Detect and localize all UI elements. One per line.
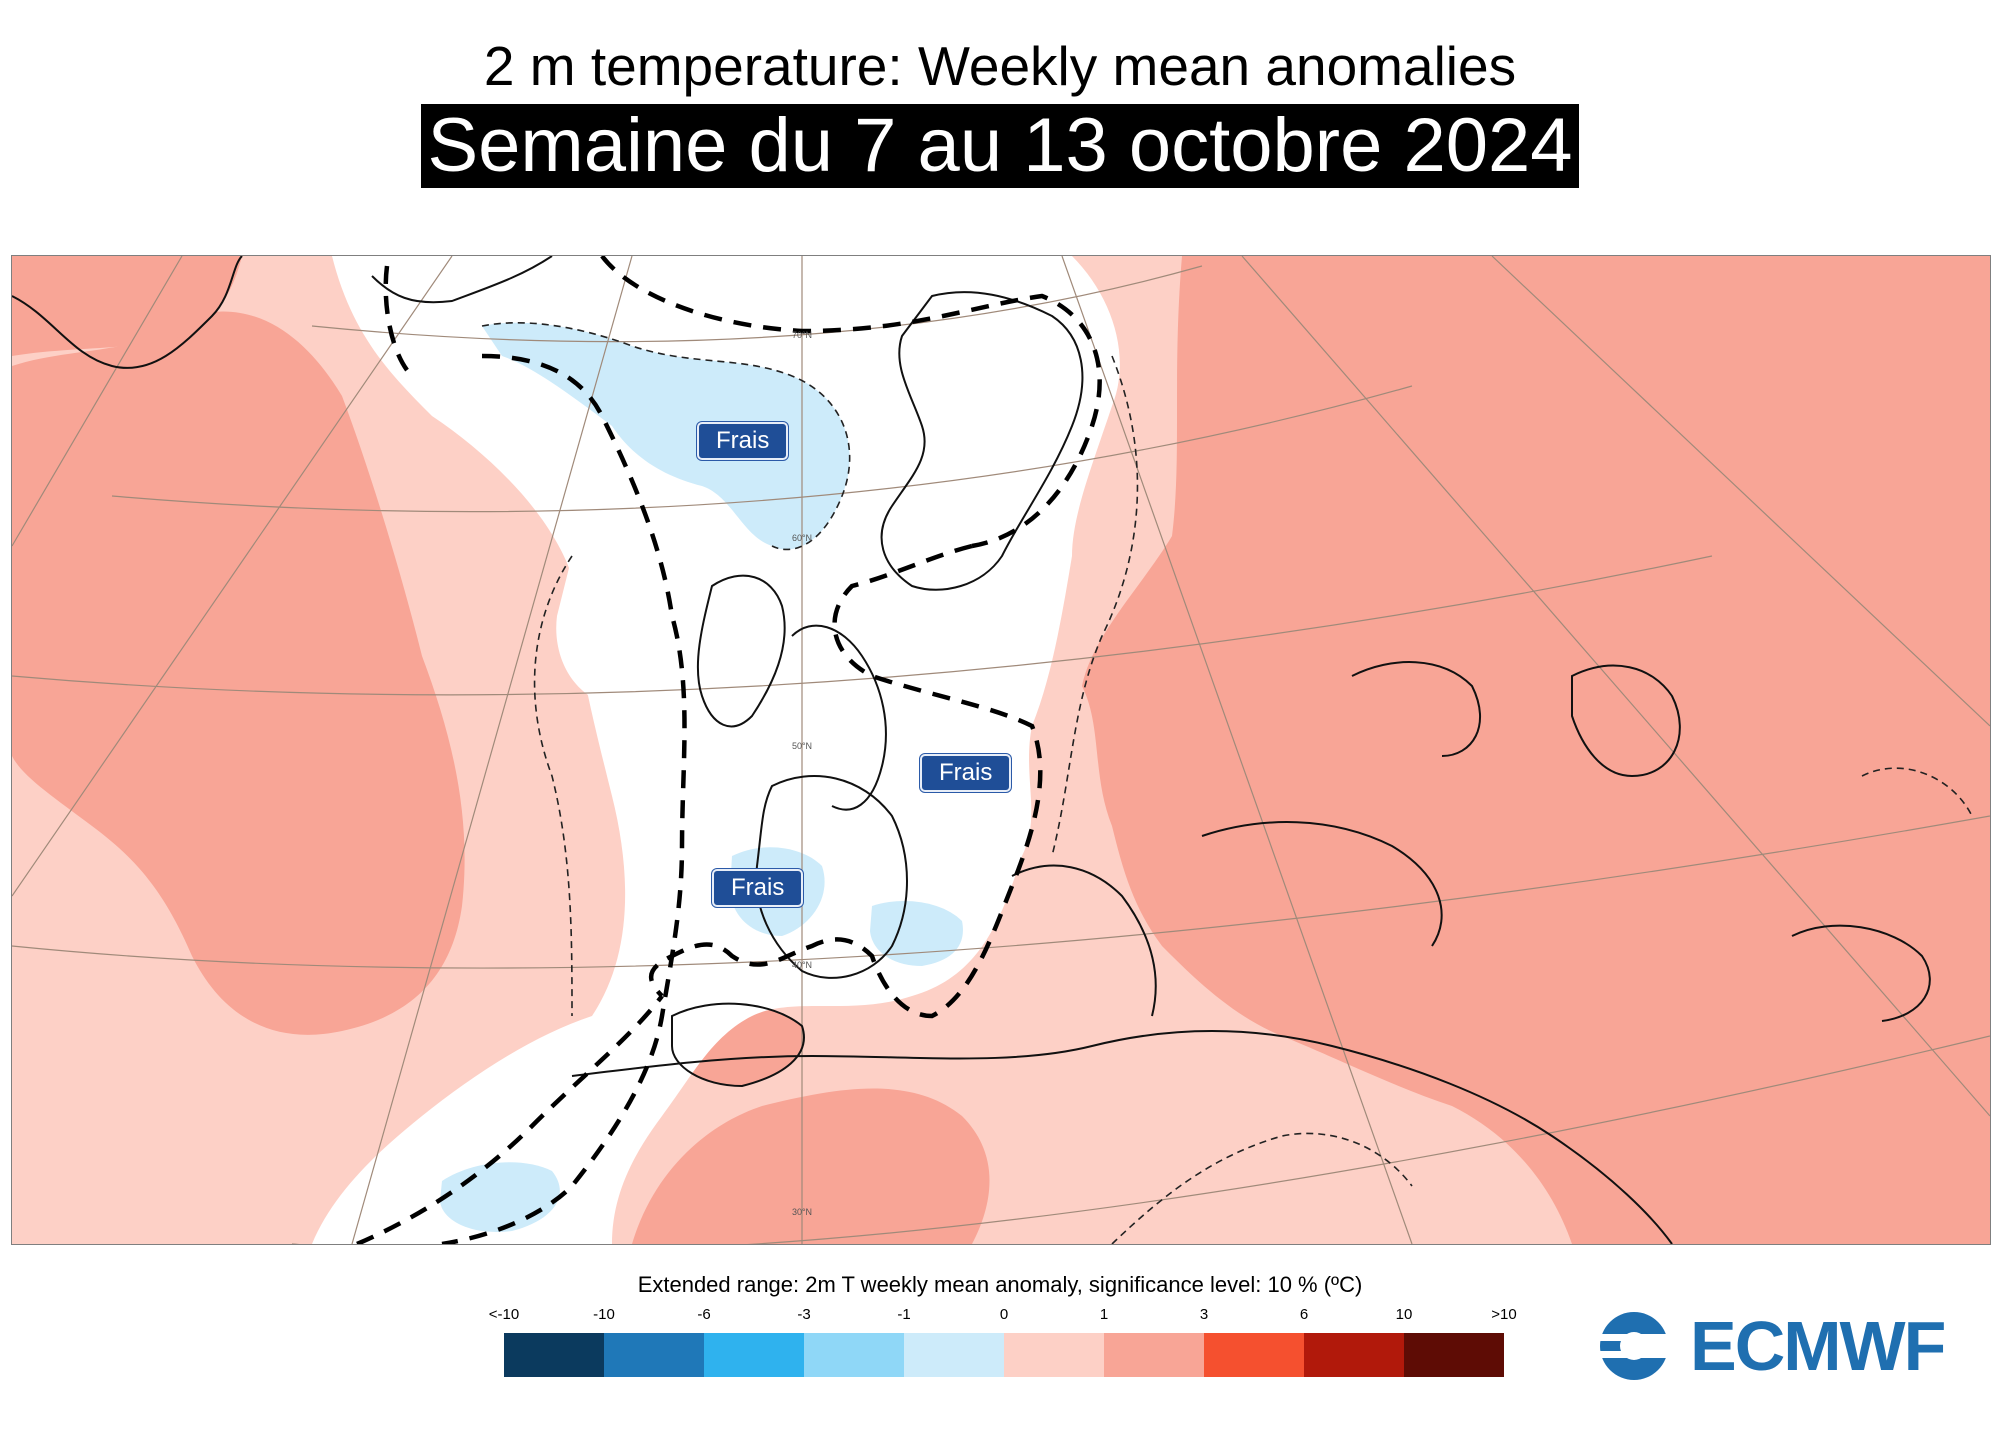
- warm-area-greenland: [12, 256, 242, 356]
- coastlines: [12, 256, 1931, 1244]
- lat-label-70: 70°N: [792, 330, 812, 340]
- legend-tick-label: 0: [999, 1306, 1009, 1323]
- legend-tick-label: 10: [1395, 1306, 1413, 1323]
- warm-area-north-africa: [632, 1088, 990, 1244]
- graticule: [12, 256, 1990, 1244]
- chart-subtitle: Semaine du 7 au 13 octobre 2024: [421, 104, 1579, 188]
- lat-label-60: 60°N: [792, 533, 812, 543]
- ecmwf-logo-text: ECMWF: [1690, 1307, 1946, 1385]
- legend-tick-label: -6: [697, 1306, 711, 1323]
- legend-tick-label: 1: [1099, 1306, 1109, 1323]
- legend-swatch: [1404, 1333, 1504, 1377]
- legend-ticks: <-10 -10 -6 -3 -1 0 1 3 6 10 >10: [0, 1306, 2000, 1326]
- legend-swatch: [1204, 1333, 1304, 1377]
- legend-swatch: [1304, 1333, 1404, 1377]
- significance-contours: [481, 321, 1973, 1244]
- legend-swatch: [1104, 1333, 1204, 1377]
- legend-swatch: [1004, 1333, 1104, 1377]
- legend-tick-label: -10: [593, 1306, 615, 1323]
- legend-tick-label: -1: [897, 1306, 911, 1323]
- lat-label-40: 40°N: [792, 960, 812, 970]
- neutral-area-west: [312, 256, 1120, 1244]
- legend-swatch: [504, 1333, 604, 1377]
- legend-swatch: [604, 1333, 704, 1377]
- frais-label-north: Frais: [697, 422, 789, 460]
- warm-area-atlantic: [12, 311, 465, 1035]
- chart-title: 2 m temperature: Weekly mean anomalies: [483, 35, 1517, 97]
- neutral-area-north-atlantic: [556, 553, 674, 706]
- ecmwf-logo-icon: [1594, 1312, 1686, 1380]
- legend-swatch: [804, 1333, 904, 1377]
- anomaly-map: 70°N 60°N 50°N 40°N 30°N Frais Frais Fra…: [11, 255, 1991, 1245]
- legend-tick-label: 3: [1199, 1306, 1209, 1323]
- legend-swatch: [904, 1333, 1004, 1377]
- cold-area-tyrrhenian: [870, 901, 963, 966]
- legend-tick-label: >10: [1491, 1306, 1517, 1323]
- legend-swatch: [704, 1333, 804, 1377]
- warm-area-east: [1082, 256, 1990, 1244]
- legend-colorbar: [504, 1333, 1504, 1377]
- legend-title: Extended range: 2m T weekly mean anomaly…: [637, 1272, 1363, 1297]
- lat-label-50: 50°N: [792, 741, 812, 751]
- frais-label-south: Frais: [712, 869, 804, 907]
- lat-label-30: 30°N: [792, 1207, 812, 1217]
- legend-tick-label: <-10: [488, 1306, 520, 1323]
- legend-tick-label: -3: [797, 1306, 811, 1323]
- frais-label-central: Frais: [920, 754, 1012, 792]
- ecmwf-logo: ECMWF: [1594, 1306, 1974, 1386]
- anomaly-zone-outline: [356, 256, 1102, 1244]
- legend-tick-label: 6: [1299, 1306, 1309, 1323]
